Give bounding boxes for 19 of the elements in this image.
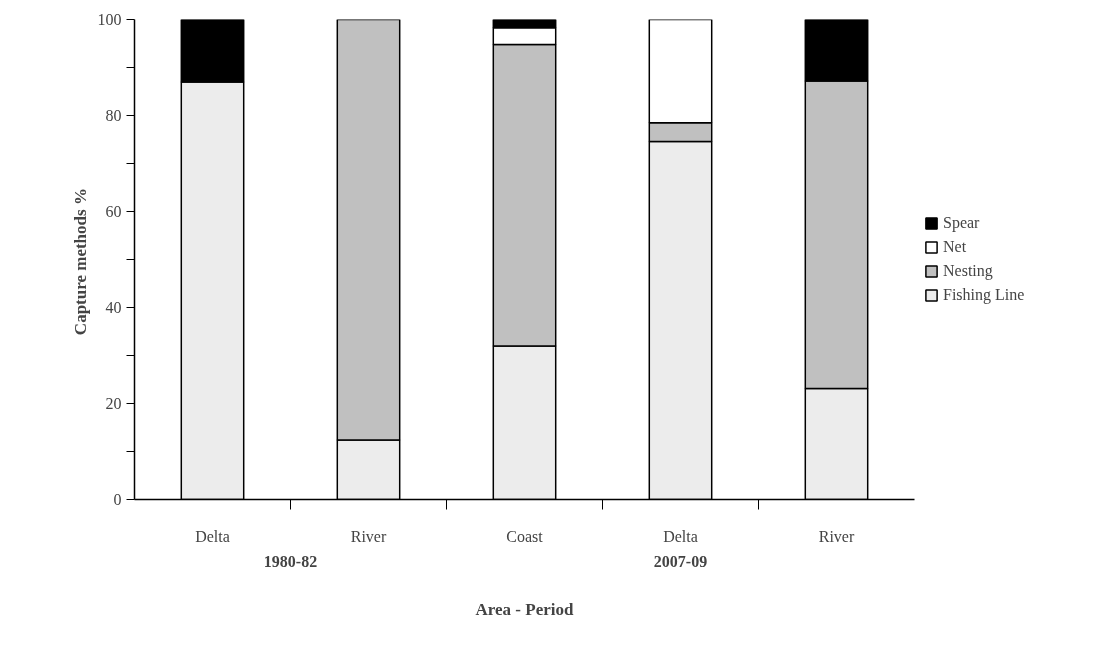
legend-label: Nesting: [943, 262, 993, 280]
y-tick-label: 40: [105, 299, 122, 316]
y-tick-label: 60: [105, 203, 122, 220]
y-tick-label: 80: [105, 107, 122, 124]
x-axis-title: Area - Period: [475, 599, 574, 619]
legend-label: Spear: [943, 214, 980, 232]
legend-label: Net: [943, 238, 967, 256]
text: 1980-82: [263, 552, 318, 570]
x-tick-label: Delta: [195, 527, 230, 545]
y-tick-label: 20: [105, 395, 122, 412]
text: 2007-09: [653, 552, 708, 570]
x-tick-label: Coast: [506, 527, 544, 545]
y-tick-label: 0: [113, 491, 122, 508]
x-tick-label: River: [350, 527, 387, 545]
y-axis-title: Capture methods %: [70, 188, 90, 336]
y-tick-label: 100: [97, 11, 122, 28]
x-tick-label: Delta: [663, 527, 698, 545]
legend-label: Fishing Line: [943, 286, 1025, 304]
x-tick-label: River: [818, 527, 855, 545]
